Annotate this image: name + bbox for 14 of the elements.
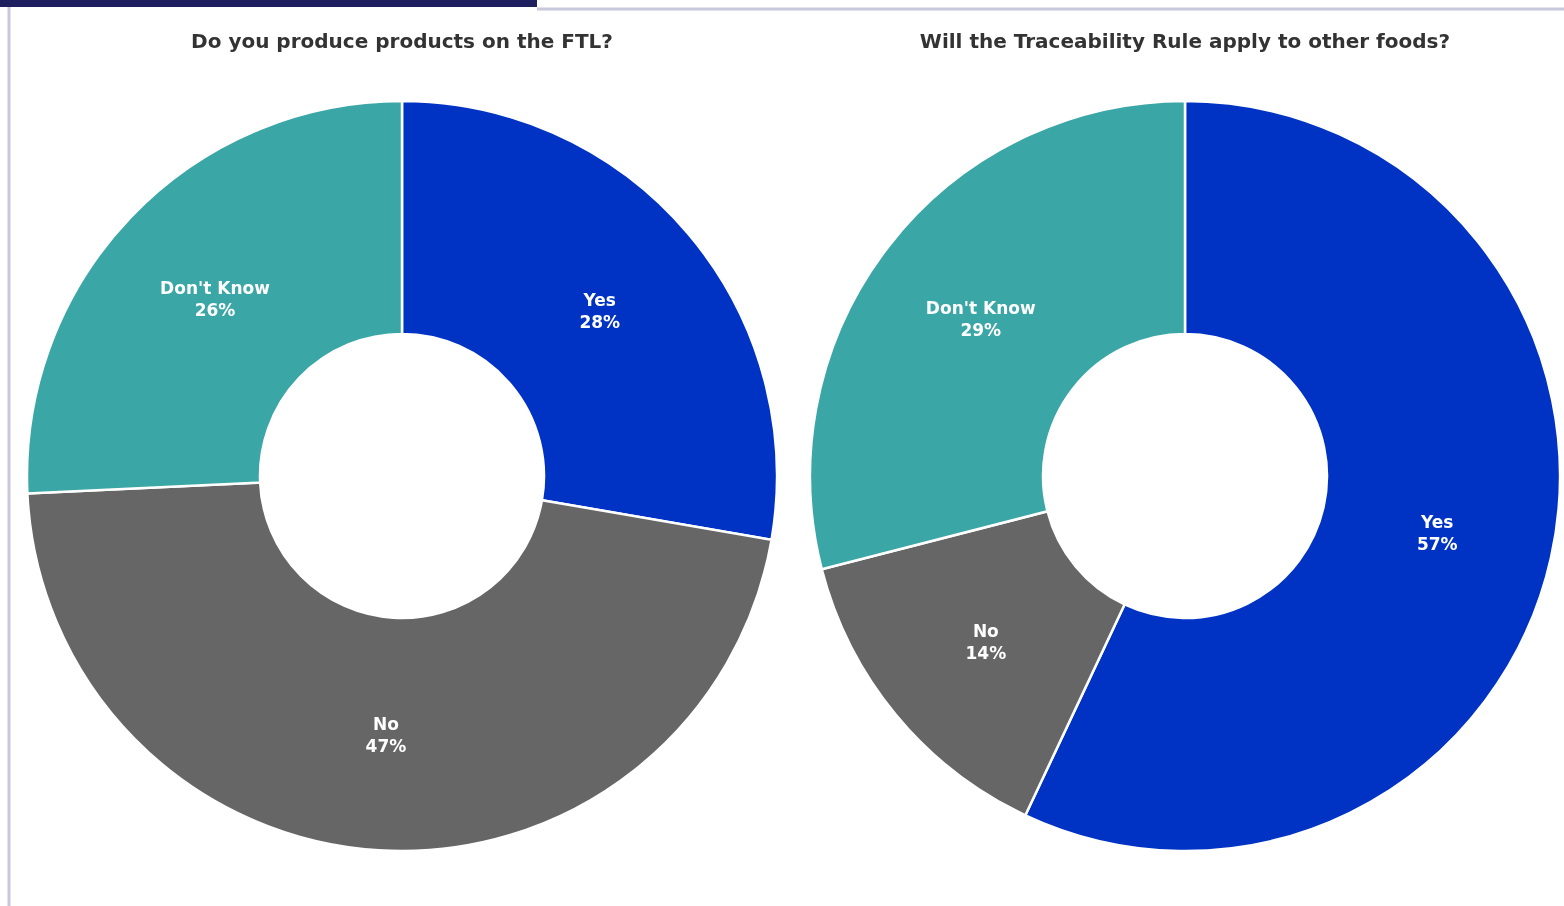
data-label: 28% (579, 311, 621, 332)
slice-label: Yes (1420, 512, 1454, 533)
data-label: 26% (194, 299, 236, 320)
data-label: 29% (960, 319, 1002, 340)
data-label: 47% (365, 736, 407, 756)
chart-title: Will the Traceability Rule apply to other foods? (919, 29, 1451, 53)
slice-label: No (972, 620, 999, 641)
data-label: 14% (965, 642, 1007, 663)
slice-label: Don't Know (160, 277, 271, 298)
slice-label: No (372, 714, 399, 734)
slice-label: Yes (582, 289, 616, 310)
data-label: 57% (1416, 534, 1458, 555)
slice-label: Don't Know (925, 297, 1036, 318)
chart-title: Do you produce products on the FTL? (191, 29, 613, 53)
